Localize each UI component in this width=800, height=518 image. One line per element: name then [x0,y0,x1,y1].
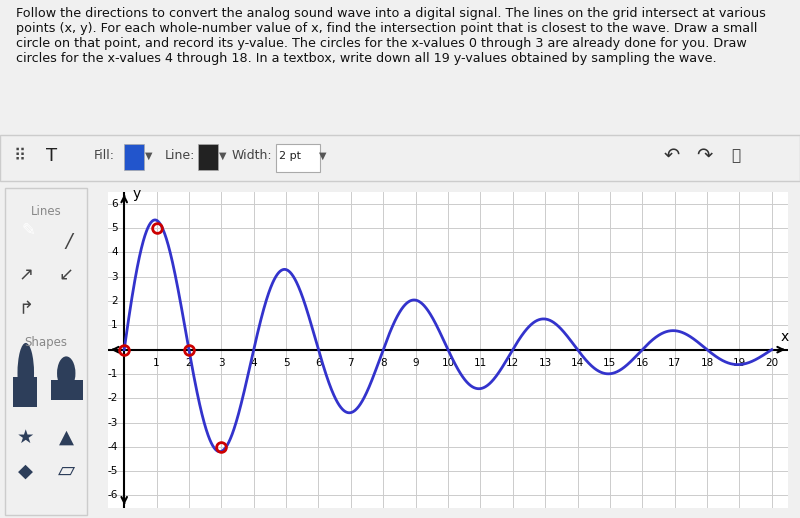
Text: 2: 2 [111,296,118,306]
Text: -5: -5 [107,466,118,476]
Text: -2: -2 [107,393,118,403]
Text: y: y [132,187,141,201]
Bar [13,377,37,407]
Text: -6: -6 [107,491,118,500]
Text: ↙: ↙ [58,267,74,284]
Text: Follow the directions to convert the analog sound wave into a digital signal. Th: Follow the directions to convert the ana… [16,7,766,65]
Text: ▼: ▼ [219,151,227,161]
Text: 11: 11 [474,358,487,368]
Text: ↷: ↷ [696,146,712,165]
Text: Fill:: Fill: [94,149,114,162]
Text: 9: 9 [412,358,419,368]
Text: 14: 14 [571,358,584,368]
Text: -3: -3 [107,418,118,427]
Text: 12: 12 [506,358,519,368]
Text: 13: 13 [538,358,552,368]
Text: -1: -1 [107,369,118,379]
Text: 19: 19 [733,358,746,368]
Text: ▼: ▼ [318,151,326,161]
Text: ↶: ↶ [664,146,680,165]
Ellipse shape [57,356,75,390]
Text: 2 pt: 2 pt [278,151,301,161]
Text: Width:: Width: [232,149,272,162]
Text: /: / [66,233,72,251]
Text: 1: 1 [154,358,160,368]
Text: ▲: ▲ [58,428,74,447]
Text: 3: 3 [218,358,225,368]
Text: 18: 18 [701,358,714,368]
Text: 5: 5 [111,223,118,233]
Text: 16: 16 [636,358,649,368]
Text: 3: 3 [111,272,118,282]
Text: 17: 17 [668,358,682,368]
Text: x: x [781,329,789,343]
Text: ↱: ↱ [18,300,34,318]
Text: 🗑: 🗑 [731,148,741,163]
Text: ★: ★ [17,428,34,447]
Bar [198,144,218,169]
Text: Lines: Lines [30,205,62,218]
Text: 20: 20 [766,358,778,368]
Circle shape [18,343,34,404]
Text: T: T [46,147,58,165]
Bar [276,144,320,172]
Text: 8: 8 [380,358,386,368]
Text: ↗: ↗ [18,267,34,284]
Text: ▱: ▱ [58,461,75,481]
Text: ⠿: ⠿ [14,147,26,165]
Text: ◆: ◆ [18,462,34,480]
Bar [124,144,144,169]
Text: 4: 4 [250,358,257,368]
Text: 1: 1 [111,320,118,330]
Text: 5: 5 [282,358,290,368]
Text: ✎: ✎ [21,222,35,239]
Text: 10: 10 [442,358,454,368]
Bar [50,380,83,400]
Text: 6: 6 [315,358,322,368]
Text: -4: -4 [107,442,118,452]
Text: Shapes: Shapes [25,336,67,350]
Text: ▼: ▼ [145,151,153,161]
Text: 7: 7 [347,358,354,368]
Text: Line:: Line: [165,149,195,162]
Text: 15: 15 [603,358,617,368]
Text: 4: 4 [111,248,118,257]
Text: 6: 6 [111,199,118,209]
Text: 2: 2 [186,358,192,368]
